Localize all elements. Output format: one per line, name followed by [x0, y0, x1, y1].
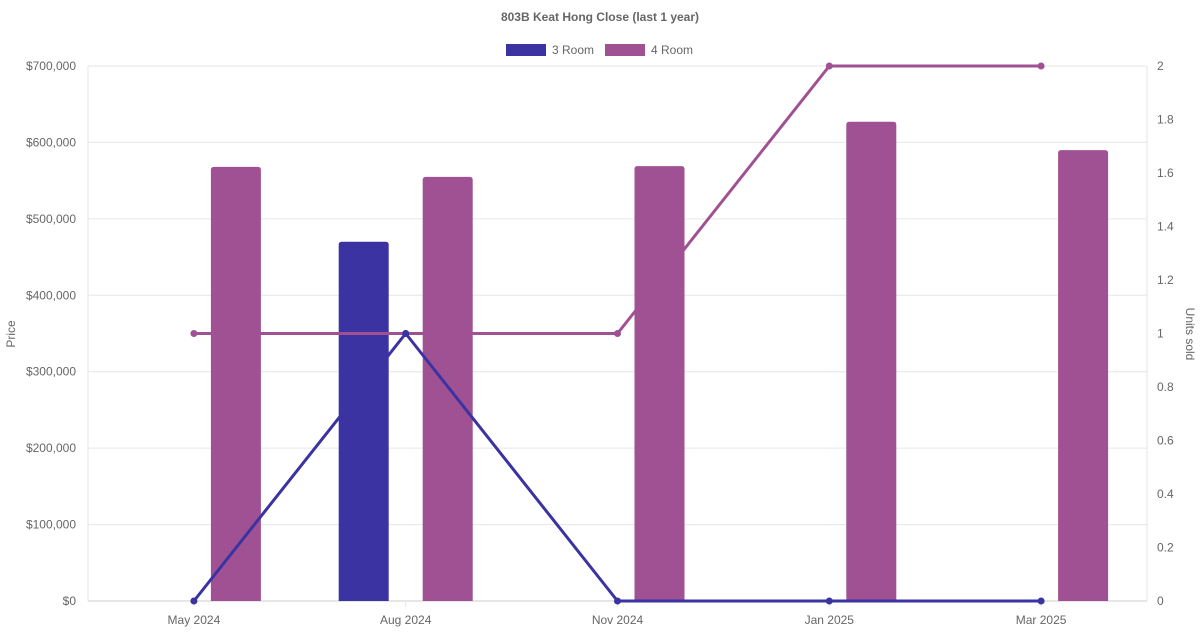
y-tick-label: $600,000 [26, 135, 76, 149]
y2-tick-label: 0.2 [1157, 541, 1174, 555]
x-tick-label: Mar 2025 [1016, 613, 1067, 627]
y-tick-label: $300,000 [26, 365, 76, 379]
point-3-room [825, 597, 833, 605]
bar-4-room [1058, 150, 1109, 602]
y2-tick-label: 0.8 [1157, 380, 1174, 394]
bar-3-room [338, 241, 389, 602]
y2-tick-label: 0.6 [1157, 434, 1174, 448]
y-axis-label: Price [4, 320, 18, 348]
bar-4-room [210, 166, 261, 601]
y2-tick-label: 1.2 [1157, 273, 1174, 287]
x-tick-label: Aug 2024 [380, 613, 432, 627]
y2-tick-label: 1.8 [1157, 113, 1174, 127]
legend-swatch-4-room[interactable] [605, 44, 645, 56]
point-3-room [614, 597, 621, 605]
point-4-room [825, 62, 833, 70]
point-4-room [614, 330, 621, 337]
legend: 3 Room 4 Room [506, 43, 693, 57]
bar-4-room [846, 121, 897, 602]
legend-label-3-room[interactable]: 3 Room [552, 43, 594, 57]
bar-4-room [634, 166, 685, 601]
y2-axis-label: Units sold [1183, 308, 1197, 361]
y-tick-label: $200,000 [26, 441, 76, 455]
point-4-room [1037, 62, 1045, 70]
x-tick-label: Jan 2025 [805, 613, 855, 627]
y2-tick-label: 1.6 [1157, 166, 1174, 180]
legend-swatch-3-room[interactable] [506, 44, 546, 56]
x-tick-label: May 2024 [168, 613, 221, 627]
y2-tick-label: 1 [1157, 327, 1164, 341]
line-3-room [192, 332, 1042, 603]
y-tick-label: $100,000 [26, 518, 76, 532]
chart-title: 803B Keat Hong Close (last 1 year) [501, 10, 699, 24]
point-3-room [402, 330, 410, 337]
y-tick-label: $0 [63, 594, 77, 608]
y2-tick-label: 0 [1157, 594, 1164, 608]
point-4-room [190, 330, 198, 337]
y-tick-label: $700,000 [26, 59, 76, 73]
y-tick-label: $400,000 [26, 288, 76, 302]
y2-tick-label: 2 [1157, 59, 1164, 73]
y2-tick-label: 0.4 [1157, 487, 1174, 501]
y-tick-label: $500,000 [26, 212, 76, 226]
x-tick-label: Nov 2024 [592, 613, 644, 627]
line-4-room [193, 64, 1042, 335]
y2-tick-label: 1.4 [1157, 220, 1174, 234]
legend-label-4-room[interactable]: 4 Room [651, 43, 693, 57]
point-3-room [190, 597, 198, 605]
point-3-room [1037, 597, 1045, 605]
